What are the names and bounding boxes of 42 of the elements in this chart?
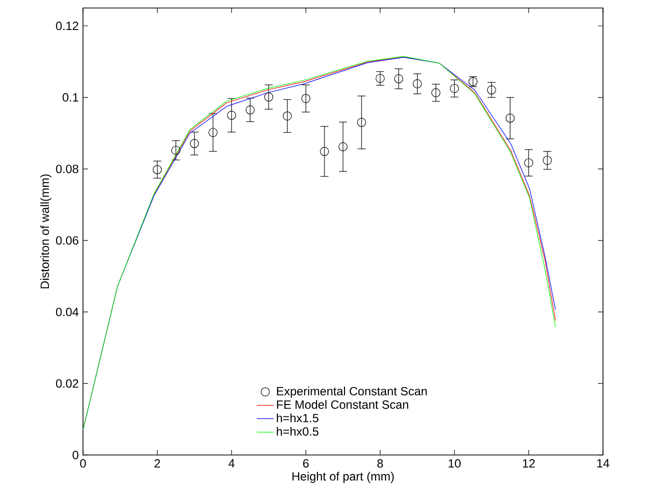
- point: [376, 74, 385, 83]
- point: [506, 114, 515, 123]
- point: [542, 156, 552, 165]
- point: [246, 105, 255, 114]
- x-tick-label: 6: [303, 459, 309, 468]
- point: [431, 88, 440, 98]
- x-tick-label: 10: [448, 459, 461, 468]
- point: [171, 146, 180, 155]
- legend-label: h=hx1.5: [276, 414, 318, 422]
- point: [301, 94, 310, 103]
- point: [282, 112, 292, 121]
- y-tick-label: 0.12: [56, 22, 78, 30]
- y-tick-label: 0.08: [56, 164, 78, 174]
- y-tick-label: 0: [72, 450, 78, 460]
- x-tick-label: 2: [154, 459, 160, 468]
- point: [412, 79, 422, 88]
- point: [487, 85, 496, 94]
- point: [357, 118, 366, 127]
- legend-label: FE Model Constant Scan: [277, 400, 408, 409]
- point: [264, 92, 274, 102]
- point: [450, 84, 459, 93]
- x-tick-label: 8: [377, 459, 383, 468]
- legend-label: Experimental Constant Scan: [277, 386, 427, 398]
- y-tick-label: 0.04: [56, 308, 78, 316]
- y-axis-title: Distoriton of wall(mm): [40, 174, 52, 288]
- point: [320, 146, 329, 156]
- point: [394, 74, 404, 84]
- x-tick-label: 14: [597, 459, 610, 468]
- y-tick-label: 0.02: [56, 379, 78, 388]
- y-tick-label: 0.1: [62, 93, 78, 102]
- x-tick-label: 0: [80, 459, 86, 468]
- x-axis-title: Height of part (mm): [292, 472, 394, 483]
- x-tick-label: 4: [228, 459, 235, 468]
- point: [208, 128, 218, 137]
- point: [152, 165, 162, 174]
- point: [227, 110, 236, 120]
- x-tick-label: 12: [522, 459, 535, 468]
- point: [190, 139, 199, 148]
- point: [524, 158, 534, 168]
- y-tick-label: 0.06: [56, 236, 78, 245]
- legend-label: h=hx0.5: [276, 426, 318, 436]
- point: [338, 142, 348, 152]
